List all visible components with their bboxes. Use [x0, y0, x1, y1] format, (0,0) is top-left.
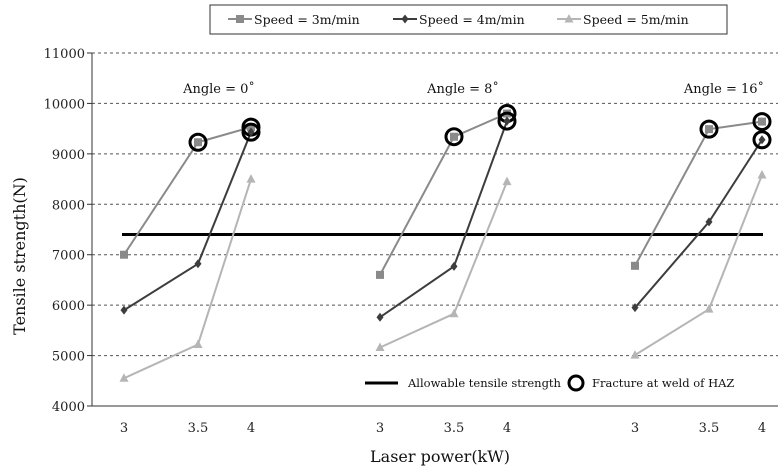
series-line: [123, 178, 252, 380]
legend-reference-label: Allowable tensile strength: [407, 376, 562, 390]
data-point-diamond: [450, 261, 458, 271]
x-tick-label: 4: [758, 421, 766, 436]
data-point-triangle: [449, 308, 459, 318]
fracture-marker: [752, 130, 772, 150]
y-tick-label: 8000: [52, 198, 85, 213]
fracture-marker: [752, 112, 772, 132]
legend: Speed = 3m/min Speed = 4m/min Speed = 5m/m…: [209, 4, 734, 392]
data-point-triangle: [246, 174, 256, 183]
x-tick-label: 3.5: [188, 421, 209, 436]
markers: [119, 104, 772, 382]
fracture-marker: [188, 132, 208, 152]
y-tick-label: 11000: [44, 47, 85, 62]
data-point-triangle: [630, 350, 640, 359]
legend-fracture-circle: [567, 374, 585, 392]
data-point-diamond: [247, 127, 255, 137]
series-line: [379, 181, 508, 349]
data-point-square: [758, 117, 766, 126]
fracture-marker: [241, 122, 261, 142]
group-angle-label: Angle = 0˚: [182, 81, 255, 97]
y-tick-label: 4000: [52, 400, 85, 415]
fracture-marker: [699, 119, 719, 139]
x-tick-label: 3: [120, 421, 128, 436]
x-tick-label: 4: [503, 421, 511, 436]
data-point-square: [120, 250, 128, 259]
data-point-triangle: [119, 373, 129, 382]
legend-label: Speed = 5m/min: [583, 12, 689, 27]
y-tick-label: 9000: [52, 148, 85, 163]
legend-fracture-label: Fracture at weld of HAZ: [592, 376, 734, 390]
x-tick-label: 3.5: [444, 421, 465, 436]
data-point-diamond: [503, 116, 511, 126]
group-angle-label: Angle = 16˚: [683, 81, 764, 97]
y-tick-label: 6000: [52, 299, 85, 314]
data-point-diamond: [194, 259, 202, 269]
series: [122, 112, 763, 380]
data-point-square: [247, 123, 255, 132]
data-point-triangle: [502, 176, 512, 186]
y-tick-label: 10000: [44, 97, 85, 112]
data-point-triangle: [375, 342, 385, 352]
x-tick-label: 3.5: [699, 421, 720, 436]
data-point-square: [236, 15, 244, 23]
x-axis-title: Laser power(kW): [370, 447, 510, 466]
x-tick-label: 3: [376, 421, 384, 436]
series-line: [379, 120, 508, 319]
x-tick-label: 3: [631, 421, 639, 436]
x-tick-label: 4: [247, 421, 255, 436]
data-point-square: [194, 138, 202, 147]
data-point-triangle: [704, 304, 714, 313]
data-point-square: [376, 270, 384, 279]
data-point-square: [631, 261, 639, 270]
data-point-diamond: [401, 14, 409, 24]
data-point-triangle: [757, 170, 767, 179]
series-line: [379, 112, 508, 276]
y-tick-label: 5000: [52, 350, 85, 365]
data-point-diamond: [120, 305, 128, 315]
legend-label: Speed = 3m/min: [254, 12, 360, 27]
legend-label: Speed = 4m/min: [419, 12, 525, 27]
y-tick-label: 7000: [52, 249, 85, 264]
group-angle-label: Angle = 8˚: [426, 81, 499, 97]
data-point-triangle: [193, 339, 203, 348]
data-point-diamond: [758, 135, 766, 145]
data-point-diamond: [705, 217, 713, 227]
series-line: [634, 174, 763, 356]
fracture-marker: [497, 111, 517, 131]
series-line: [634, 120, 763, 267]
data-point-triangle: [564, 14, 574, 23]
axes: 4000 5000 6000 7000 8000 9000 10000 11000 3 3.5 4 3…: [44, 47, 778, 436]
y-axis-title: Tensile strength(N): [10, 177, 29, 335]
legend-box: [209, 4, 728, 35]
fracture-marker: [444, 127, 464, 147]
data-point-square: [705, 125, 713, 134]
grid: [92, 52, 778, 357]
data-point-diamond: [376, 312, 384, 322]
data-point-diamond: [631, 303, 639, 313]
data-point-square: [450, 132, 458, 141]
